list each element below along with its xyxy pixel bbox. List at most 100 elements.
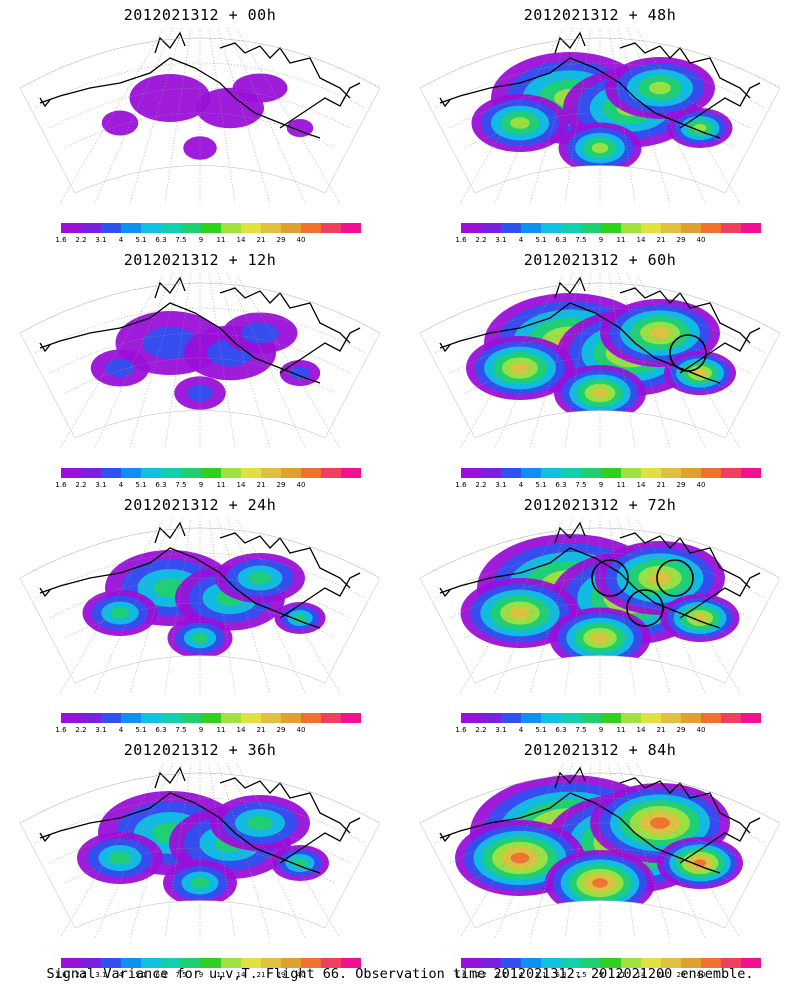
variance-contour: [241, 322, 279, 344]
colorbar-tick-label: 2.2: [475, 971, 487, 979]
colorbar-tick-label: 11: [216, 971, 226, 979]
colorbar-swatch: [161, 468, 181, 478]
colorbar-tick-label: 3.1: [495, 726, 507, 734]
variance-contour: [109, 851, 131, 865]
colorbar-tick-label: 29: [676, 481, 686, 489]
colorbar-swatch: [301, 958, 321, 968]
target-circle: [669, 334, 707, 372]
map-panel: 2012021312 + 48h 1.6 2.2 3.1 4 5.1 6.3 7.5 9 11 14…: [400, 0, 800, 245]
colorbar-swatch: [181, 223, 201, 233]
variance-contour: [511, 362, 529, 374]
colorbar-tick-label: 21: [256, 481, 266, 489]
colorbar-swatch: [521, 468, 541, 478]
colorbar-tick-label: 14: [236, 481, 246, 489]
colorbar-tick-label: 11: [616, 971, 626, 979]
colorbar-swatch: [181, 958, 201, 968]
colorbar-swatch: [541, 223, 561, 233]
colorbar-tick-label: 6.3: [155, 236, 167, 244]
colorbar-tick-label: 29: [276, 481, 286, 489]
colorbar-swatch: [541, 713, 561, 723]
colorbar-swatch: [141, 713, 161, 723]
colorbar-swatch: [341, 713, 361, 723]
colorbar-tick-label: 7.5: [575, 481, 587, 489]
colorbar-tick-label: 6.3: [555, 971, 567, 979]
variance-contour: [105, 358, 135, 378]
colorbar-swatch: [321, 223, 341, 233]
colorbar-swatch: [581, 713, 601, 723]
colorbar-tick-label: 11: [216, 481, 226, 489]
colorbar-tick-label: 21: [256, 971, 266, 979]
colorbar-swatch: [521, 223, 541, 233]
colorbar-swatch: [201, 958, 221, 968]
map-panel: 2012021312 + 84h 1.6 2.2 3.1 4 5.1 6.3 7.5 9 11 14…: [400, 735, 800, 980]
colorbar-swatch: [661, 958, 681, 968]
colorbar-tick-label: 5.1: [135, 726, 147, 734]
colorbar-swatch: [201, 468, 221, 478]
colorbar-swatch: [561, 713, 581, 723]
colorbar-tick-label: 7.5: [175, 726, 187, 734]
colorbar-swatch: [121, 223, 141, 233]
colorbar-tick-label: 5.1: [135, 481, 147, 489]
colorbar-tick-label: 6.3: [155, 971, 167, 979]
colorbar-swatch: [221, 468, 241, 478]
map-panel: 2012021312 + 24h 1.6 2.2 3.1 4 5.1 6.3 7.5 9 11 14…: [0, 490, 400, 735]
colorbar-swatch: [321, 468, 341, 478]
colorbar-swatch: [101, 713, 121, 723]
variance-contour: [142, 327, 198, 359]
colorbar-tick-label: 1.6: [55, 971, 67, 979]
colorbar-swatch: [181, 713, 201, 723]
colorbar: [461, 958, 761, 968]
colorbar-tick-label: 40: [696, 971, 706, 979]
colorbar-swatch: [621, 468, 641, 478]
colorbar-swatch: [281, 468, 301, 478]
colorbar-tick-label: 1.6: [455, 481, 467, 489]
colorbar-swatch: [221, 223, 241, 233]
colorbar-swatch: [561, 958, 581, 968]
colorbar-tick-label: 2.2: [75, 236, 87, 244]
colorbar-tick-label: 29: [676, 971, 686, 979]
colorbar-swatch: [721, 958, 741, 968]
polar-map: [420, 763, 780, 939]
colorbar-swatch: [741, 713, 761, 723]
colorbar-swatch: [201, 713, 221, 723]
colorbar-swatch: [601, 468, 621, 478]
colorbar-tick-label: 3.1: [495, 971, 507, 979]
colorbar-tick-label: 7.5: [175, 971, 187, 979]
colorbar-tick-label: 29: [276, 971, 286, 979]
colorbar-tick-label: 5.1: [135, 236, 147, 244]
colorbar-tick-label: 40: [296, 971, 306, 979]
colorbar-tick-label: 14: [636, 236, 646, 244]
polar-map: [20, 273, 380, 449]
colorbar-swatch: [721, 713, 741, 723]
graticule: [20, 518, 380, 694]
colorbar-swatch: [741, 223, 761, 233]
colorbar-tick-label: 11: [216, 726, 226, 734]
colorbar-swatch: [661, 223, 681, 233]
colorbar-swatch: [281, 223, 301, 233]
colorbar-swatch: [261, 958, 281, 968]
variance-contour: [649, 571, 671, 585]
coastlines: [39, 31, 361, 139]
colorbar: [61, 223, 361, 233]
colorbar-tick-label: 3.1: [95, 481, 107, 489]
colorbar-tick-label: 7.5: [175, 236, 187, 244]
colorbar-swatch: [541, 958, 561, 968]
variance-contour: [110, 607, 130, 619]
graticule: [20, 273, 380, 449]
colorbar-tick-label: 2.2: [475, 481, 487, 489]
colorbar-tick-label: 9: [598, 481, 604, 489]
colorbar-tick-label: 9: [598, 236, 604, 244]
map-panel: 2012021312 + 12h 1.6 2.2 3.1 4 5.1 6.3 7.5 9 11 14…: [0, 245, 400, 490]
colorbar-tick-label: 9: [598, 971, 604, 979]
polar-map: [20, 518, 380, 694]
colorbar-swatch: [161, 223, 181, 233]
colorbar-swatch: [61, 468, 81, 478]
colorbar-tick-label: 4: [118, 726, 124, 734]
colorbar-swatch: [301, 468, 321, 478]
colorbar-tick-label: 4: [118, 971, 124, 979]
colorbar-tick-label: 4: [518, 236, 524, 244]
colorbar-swatch: [341, 223, 361, 233]
colorbar-tick-label: 5.1: [135, 971, 147, 979]
colorbar-swatch: [581, 958, 601, 968]
colorbar-tick-label: 21: [256, 726, 266, 734]
